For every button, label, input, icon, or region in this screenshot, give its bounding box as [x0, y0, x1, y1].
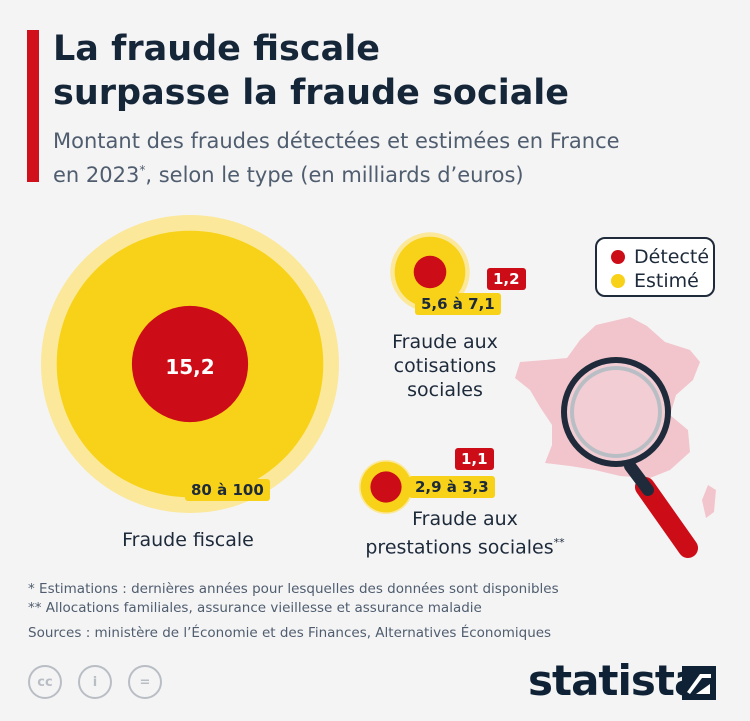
fiscale-estimated-badge: 80 à 100: [185, 479, 270, 501]
statista-logo-glyph: [687, 674, 711, 694]
prestations-label-line-1: Fraude aux: [412, 508, 518, 530]
cotisations-detected-bubble: [413, 255, 447, 289]
cotisations-estimated-badge: 5,6 à 7,1: [415, 293, 501, 315]
footnote-estimates: * Estimations : dernières années pour le…: [28, 581, 559, 597]
cotisations-label-line-1: Fraude aux: [392, 331, 498, 353]
cotisations-category-label: Fraude aux cotisations sociales: [360, 330, 530, 402]
legend-swatch-detected: [611, 250, 625, 264]
prestations-footnote-mark: **: [553, 536, 565, 549]
fiscale-detected-value: 15,2: [165, 355, 215, 379]
statista-logo-text[interactable]: statista: [528, 656, 702, 705]
page-title: La fraude fiscale surpasse la fraude soc…: [53, 27, 733, 115]
prestations-label-line-2: prestations sociales: [365, 536, 554, 559]
subtitle-line-2a: en 2023: [53, 163, 140, 187]
magnifier-lens: [561, 357, 671, 467]
prestations-detected-badge: 1,1: [455, 448, 494, 470]
title-line-2: surpasse la fraude sociale: [53, 73, 570, 113]
accent-bar: [27, 30, 39, 182]
legend-item-detected: Détecté: [611, 245, 713, 269]
footnote-allocations: ** Allocations familiales, assurance vie…: [28, 600, 482, 616]
nd-icon[interactable]: =: [128, 665, 162, 699]
legend-label-estimated: Estimé: [634, 270, 699, 292]
statista-logo-icon[interactable]: [682, 666, 716, 700]
chart-legend: Détecté Estimé: [595, 237, 715, 297]
prestations-estimated-badge: 2,9 à 3,3: [409, 476, 495, 498]
subtitle-line-1: Montant des fraudes détectées et estimée…: [53, 129, 620, 153]
cotisations-label-line-2: cotisations: [393, 355, 497, 377]
cotisations-detected-badge: 1,2: [487, 268, 526, 290]
legend-label-detected: Détecté: [634, 246, 710, 268]
fiscale-detected-bubble: [131, 305, 249, 423]
title-line-1: La fraude fiscale: [53, 29, 380, 69]
license-icons: cc i =: [28, 665, 162, 699]
by-icon[interactable]: i: [78, 665, 112, 699]
corsica-map: [702, 485, 716, 518]
page-subtitle: Montant des fraudes détectées et estimée…: [53, 127, 733, 190]
prestations-category-label: Fraude aux prestations sociales**: [340, 507, 590, 559]
magnifier-lens-inner: [570, 366, 662, 458]
legend-item-estimated: Estimé: [611, 269, 713, 293]
legend-swatch-estimated: [611, 274, 625, 288]
sources-line: Sources : ministère de l’Économie et des…: [28, 625, 552, 641]
subtitle-line-2b: , selon le type (en milliards d’euros): [145, 163, 524, 187]
footnotes: * Estimations : dernières années pour le…: [28, 580, 559, 643]
magnifier-neck: [624, 460, 654, 496]
cotisations-label-line-3: sociales: [407, 379, 483, 401]
cc-icon[interactable]: cc: [28, 665, 62, 699]
prestations-detected-bubble: [370, 471, 402, 503]
subtitle-footnote-mark: *: [139, 163, 146, 177]
magnifier-handle: [635, 477, 698, 558]
fiscale-category-label: Fraude fiscale: [122, 529, 254, 551]
